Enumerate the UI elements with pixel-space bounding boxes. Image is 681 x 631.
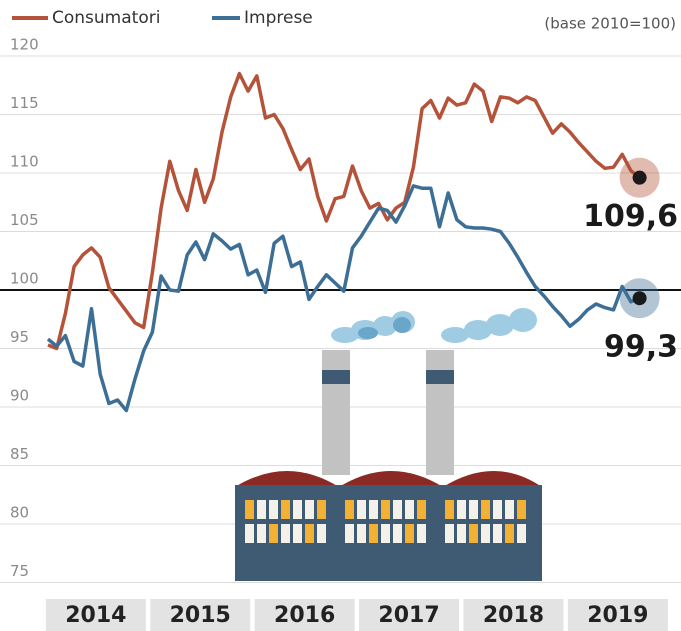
window [481, 524, 490, 543]
window [505, 524, 514, 543]
window [417, 500, 426, 519]
window [369, 500, 378, 519]
y-tick-label: 115 [10, 94, 39, 112]
y-tick-label: 75 [10, 562, 29, 580]
year-band [150, 599, 251, 631]
base-note: (base 2010=100) [544, 15, 676, 33]
y-tick-label: 105 [10, 211, 39, 229]
x-tick-label: 2019 [587, 603, 648, 628]
series-line [46, 184, 641, 413]
window [445, 500, 454, 519]
y-tick-label: 90 [10, 387, 29, 405]
window [481, 500, 490, 519]
window [345, 524, 354, 543]
window [517, 524, 526, 543]
window [505, 500, 514, 519]
window [445, 524, 454, 543]
year-band [359, 599, 460, 631]
factory-illustration [235, 308, 542, 581]
window [357, 500, 366, 519]
y-tick-label: 85 [10, 445, 29, 463]
window [405, 524, 414, 543]
year-band [45, 599, 146, 631]
window [393, 500, 402, 519]
legend-label: Consumatori [52, 8, 160, 28]
y-tick-label: 120 [10, 36, 39, 54]
x-tick-label: 2015 [170, 603, 231, 628]
y-tick-label: 110 [10, 153, 39, 171]
end-point [632, 291, 647, 306]
window [305, 524, 314, 543]
end-label: 109,6 [583, 199, 678, 234]
window [345, 500, 354, 519]
x-tick-label: 2018 [483, 603, 544, 628]
window [417, 524, 426, 543]
window [257, 500, 266, 519]
x-tick-label: 2016 [274, 603, 335, 628]
window [357, 524, 366, 543]
window [493, 500, 502, 519]
series-line [47, 71, 641, 351]
year-band [567, 599, 668, 631]
window [369, 524, 378, 543]
y-tick-label: 95 [10, 328, 29, 346]
window [245, 524, 254, 543]
window [269, 524, 278, 543]
window [405, 500, 414, 519]
window [457, 500, 466, 519]
end-label: 99,3 [604, 330, 678, 365]
x-tick-label: 2017 [378, 603, 439, 628]
window [393, 524, 402, 543]
window [305, 500, 314, 519]
window [269, 500, 278, 519]
window [293, 500, 302, 519]
window [381, 500, 390, 519]
x-tick-label: 2014 [65, 603, 126, 628]
window [317, 524, 326, 543]
y-tick-label: 80 [10, 504, 29, 522]
end-point [632, 170, 647, 185]
window [457, 524, 466, 543]
window [257, 524, 266, 543]
window [469, 524, 478, 543]
window [281, 524, 290, 543]
y-tick-label: 100 [10, 270, 39, 288]
window [245, 500, 254, 519]
window [381, 524, 390, 543]
window [517, 500, 526, 519]
window [469, 500, 478, 519]
window [281, 500, 290, 519]
window [493, 524, 502, 543]
window [317, 500, 326, 519]
window [293, 524, 302, 543]
year-band [254, 599, 355, 631]
legend-label: Imprese [244, 8, 313, 28]
year-band [463, 599, 564, 631]
